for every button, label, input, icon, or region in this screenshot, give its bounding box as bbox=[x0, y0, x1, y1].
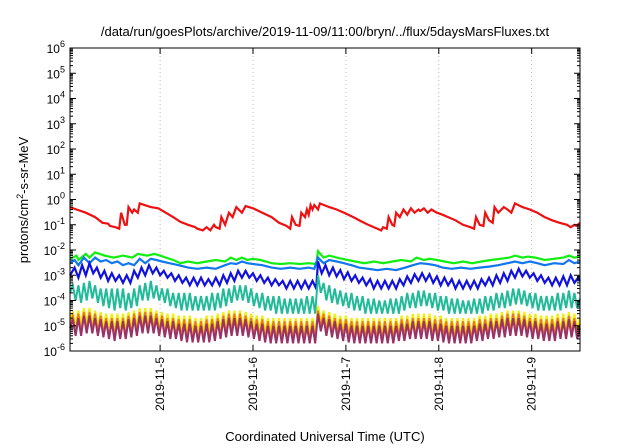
y-tick-label: 103 bbox=[47, 115, 65, 132]
x-tick-label: 2019-11-5 bbox=[153, 357, 167, 411]
y-tick-label-exponent: -3 bbox=[57, 266, 65, 276]
y-tick-label-exponent: 1 bbox=[60, 165, 65, 175]
y-tick-label-exponent: -4 bbox=[57, 292, 65, 302]
x-tick-label: 2019-11-8 bbox=[432, 357, 446, 411]
y-tick-label: 10-1 bbox=[44, 216, 65, 233]
y-tick-label: 10-6 bbox=[44, 342, 65, 359]
y-tick-label: 10-3 bbox=[44, 266, 65, 283]
y-tick-label-exponent: 0 bbox=[60, 191, 65, 201]
x-tick-label: 2019-11-9 bbox=[525, 357, 539, 411]
y-tick-label-base: 10 bbox=[47, 168, 61, 182]
y-tick-label-base: 10 bbox=[47, 42, 61, 56]
y-tick-label-base: 10 bbox=[47, 67, 61, 81]
chart-title: /data/run/goesPlots/archive/2019-11-09/1… bbox=[101, 24, 550, 39]
y-tick-label-base: 10 bbox=[44, 219, 58, 233]
y-tick-label-base: 10 bbox=[47, 93, 61, 107]
series-line-4 bbox=[69, 259, 581, 293]
x-axis: 2019-11-5 2019-11-6 2019-11-7 2019-11-8 2019… bbox=[153, 48, 539, 411]
y-axis-label-main: protons/cm bbox=[16, 199, 31, 263]
y-tick-label-base: 10 bbox=[44, 345, 58, 359]
y-tick-label-base: 10 bbox=[44, 269, 58, 283]
y-tick-label: 101 bbox=[47, 165, 65, 182]
y-tick-label: 106 bbox=[47, 39, 65, 56]
y-tick-label-exponent: -5 bbox=[57, 317, 65, 327]
series-line-8 bbox=[69, 313, 581, 344]
series-line-5 bbox=[69, 275, 581, 314]
y-tick-label: 10-4 bbox=[44, 292, 65, 309]
y-tick-label: 102 bbox=[47, 140, 65, 157]
y-tick-label: 105 bbox=[47, 64, 65, 81]
x-axis-label: Coordinated Universal Time (UTC) bbox=[225, 429, 424, 444]
y-tick-label-base: 10 bbox=[47, 143, 61, 157]
y-axis-label: protons/cm2-s-sr-MeV bbox=[15, 136, 31, 263]
y-tick-label-base: 10 bbox=[44, 244, 58, 258]
y-tick-label-exponent: 5 bbox=[60, 64, 65, 74]
y-axis: 10-610-510-410-310-210-11001011021031041… bbox=[44, 39, 580, 359]
y-tick-label-exponent: -1 bbox=[57, 216, 65, 226]
y-axis-label-superscript: 2 bbox=[15, 194, 25, 199]
x-tick-label: 2019-11-7 bbox=[339, 357, 353, 411]
series-line-1 bbox=[69, 201, 581, 233]
y-tick-label-exponent: 6 bbox=[60, 39, 65, 49]
y-tick-label: 100 bbox=[47, 191, 65, 208]
y-tick-label: 10-2 bbox=[44, 241, 65, 258]
y-tick-label-base: 10 bbox=[47, 118, 61, 132]
series-line-3 bbox=[69, 255, 581, 272]
y-tick-label-base: 10 bbox=[47, 194, 61, 208]
series-group bbox=[69, 201, 581, 344]
y-tick-label-exponent: 4 bbox=[60, 90, 65, 100]
y-tick-label-base: 10 bbox=[44, 295, 58, 309]
y-tick-label-exponent: -2 bbox=[57, 241, 65, 251]
y-tick-label-exponent: 2 bbox=[60, 140, 65, 150]
y-axis-label-rest: -s-sr-MeV bbox=[16, 136, 31, 193]
y-tick-label-exponent: 3 bbox=[60, 115, 65, 125]
x-tick-label: 2019-11-6 bbox=[246, 357, 260, 411]
y-tick-label-base: 10 bbox=[44, 320, 58, 334]
y-tick-label-exponent: -6 bbox=[57, 342, 65, 352]
y-tick-label: 104 bbox=[47, 90, 65, 107]
y-tick-label: 10-5 bbox=[44, 317, 65, 334]
